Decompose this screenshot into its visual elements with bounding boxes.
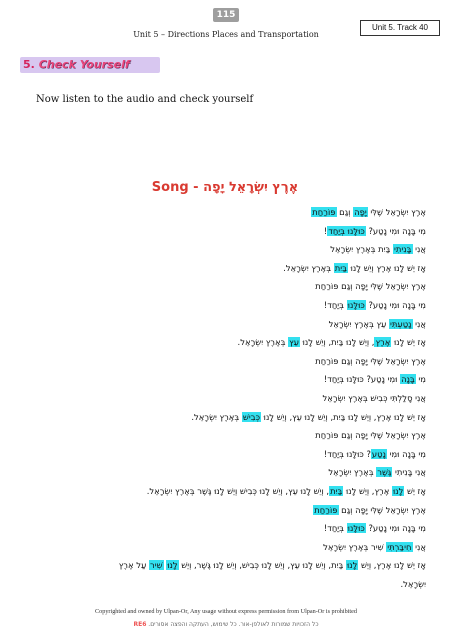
lyric-text: , וְיֵשׁ לָנוּ עֵץ, וְיֵשׁ לָנוּ כְּבִיש… [146,485,330,496]
lyric-text: אֲנִי בָּנִיתִי [392,467,426,478]
lyric-line: אֶרֶץ יִשְׂרָאֵל שֶׁלִּי יָפָה וְגַם פּו… [18,204,426,223]
highlighted-word: יָפָה [353,207,368,217]
lyric-line: יִשְׂרָאֵל. [18,576,426,595]
highlighted-word: אֶרֶץ [374,337,392,348]
highlighted-word: פּוֹרַחַת [311,207,337,217]
lyric-line: אָז יֵשׁ לָנוּ אֶרֶץ, וְיֵשׁ לָנוּ בַּיִ… [18,483,426,502]
lyric-text: וּמִי נָטַע? כּוּלָּנוּ בְּיַחַד! [323,374,401,385]
section-title: Check Yourself [38,58,130,71]
lyric-text: אָז יֵשׁ לָנוּ אֶרֶץ, וְיֵשׁ [358,560,426,571]
highlighted-word: לָנוּ [166,560,179,571]
section-number: 5. [23,58,35,71]
lyric-line: מִי בָּנָה וּמִי נָטַע? כּוּלָּנוּ בְּיַ… [18,520,426,539]
lyric-text: עֵץ בְּאֶרֶץ יִשְׂרָאֵל [328,318,389,329]
highlighted-word: כּוּלָּנוּ [346,523,366,534]
lyric-text: אָז יֵשׁ לָנוּ [391,337,426,348]
lyric-text: מִי [415,374,426,385]
lyric-text: אֲנִי [412,541,426,552]
lyric-text: אֶרֶץ יִשְׂרָאֵל שֶׁלִּי יָפָה וְגַם [338,504,426,515]
lyric-text: מִי בָּנָה וּמִי נָטַע? [365,225,426,236]
highlighted-word: כּוּלָּנוּ בְּיַחַד [327,225,366,236]
lyric-line: אֶרֶץ יִשְׂרָאֵל שֶׁלִּי יָפָה וְגַם פּו… [18,427,426,446]
lyric-line: מִי בָּנָה וּמִי נָטַע? כּוּלָּנוּ בְּיַ… [18,223,426,242]
footer-hebrew-text: כל הזכויות שמורות לאולפן-אור. כל שימוש, … [148,621,319,628]
lyric-line: אֶרֶץ יִשְׂרָאֵל שֶׁלִּי יָפָה וְגַם פּו… [18,278,426,297]
lyric-text: מִי בָּנָה וּמִי נָטַע? [365,299,426,310]
song-lyrics: אֶרֶץ יִשְׂרָאֵל שֶׁלִּי יָפָה וְגַם פּו… [18,204,426,594]
highlighted-word: נָטַעְתִּי [389,318,413,329]
copyright-footer: Copyrighted and owned by Ulpan-Or, Any u… [95,608,357,615]
highlighted-word: שִׁיר [148,560,164,571]
highlighted-word: כְּבִישׁ [241,411,261,422]
lyric-line: אֲנִי נָטַעְתִּי עֵץ בְּאֶרֶץ יִשְׂרָאֵל [18,316,426,335]
lyric-text: אֶרֶץ יִשְׂרָאֵל שֶׁלִּי יָפָה וְגַם פּו… [315,355,426,366]
song-label: Song - [151,180,199,195]
lyric-text: בְּאֶרֶץ יִשְׂרָאֵל [328,467,377,478]
lyric-line: אָז יֵשׁ לָנוּ אֶרֶץ וְיֵשׁ לָנוּ בַּיִת… [18,260,426,279]
lyric-line: אָז יֵשׁ לָנוּ אֶרֶץ, וְיֵשׁ לָנוּ בַּיִ… [18,334,426,353]
lyric-line: אֶרֶץ יִשְׂרָאֵל שֶׁלִּי יָפָה וְגַם פּו… [18,353,426,372]
song-title: Song - אֶרֶץ יִשְׂרָאֵל יָפָה [150,180,300,195]
highlighted-word: לָנוּ [345,560,359,571]
lyric-text: אֲנִי [412,244,426,255]
lyric-text: בַּיִת, וְיֵשׁ לָנוּ עֵץ, וְיֵשׁ לָנוּ כ… [178,560,346,571]
lyric-text: בְּיַחַד! [323,523,347,534]
lyric-text: מִי בָּנָה וּמִי נָטַע? [365,523,426,534]
lyric-text: אֶרֶץ יִשְׂרָאֵל שֶׁלִּי יָפָה וְגַם פּו… [315,281,426,292]
highlighted-word: כּוּלָּנוּ [346,299,366,310]
highlighted-word: לָנוּ [391,485,405,496]
lyric-line: אֲנִי בָּנִיתִי בַּיִת בְּאֶרֶץ יִשְׂרָא… [18,241,426,260]
lyric-text: אָז יֵשׁ לָנוּ אֶרֶץ וְיֵשׁ לָנוּ [347,262,426,273]
highlighted-word: בַּיִת [333,262,348,273]
lyric-line: מִי בָּנָה וּמִי נָטַע? כּוּלָּנוּ בְּיַ… [18,446,426,465]
copyright-footer-hebrew: כל הזכויות שמורות לאולפן-אור. כל שימוש, … [0,621,452,628]
highlighted-word: בַּיִת [329,485,344,496]
lyric-text: יִשְׂרָאֵל. [400,578,426,589]
lyric-line: מִי בָּנָה וּמִי נָטַע? כּוּלָּנוּ בְּיַ… [18,297,426,316]
highlighted-word: פּוֹרַחַת [313,504,339,515]
lyric-line: אֲנִי בָּנִיתִי גֶּשֶׁר בְּאֶרֶץ יִשְׂרָ… [18,464,426,483]
lyric-text: ! [323,225,328,236]
audio-track-label[interactable]: Unit 5. Track 40 [360,20,440,36]
page-number: 115 [213,8,239,22]
instruction-text: Now listen to the audio and check yourse… [36,94,254,105]
lyric-text: בְּאֶרֶץ יִשְׂרָאֵל. [191,411,242,422]
lyric-text: בְּאֶרֶץ יִשְׂרָאֵל. [283,262,334,273]
lyric-text: בְּאֶרֶץ יִשְׂרָאֵל. [237,337,289,348]
lyric-line: אֲנִי חִיבַּרְתִּי שִׁיר בְּאֶרֶץ יִשְׂר… [18,539,426,558]
lyric-text: וְגַם [336,207,354,217]
lyric-text: אֶרֶץ יִשְׂרָאֵל שֶׁלִּי [367,207,426,217]
lyric-line: מִי בָּנָה וּמִי נָטַע? כּוּלָּנוּ בְּיַ… [18,371,426,390]
lyric-text: עַל אֶרֶץ [118,560,149,571]
lyric-text: אֲנִי סָלַלְתִּי כְּבִישׁ בְּאֶרֶץ יִשְׂ… [322,392,426,403]
highlighted-word: בָּנִיתִי [393,244,413,255]
lyric-line: אֲנִי סָלַלְתִּי כְּבִישׁ בְּאֶרֶץ יִשְׂ… [18,390,426,409]
lyric-text: אֶרֶץ, וְיֵשׁ לָנוּ [343,485,392,496]
highlighted-word: גֶּשֶׁר [376,467,393,478]
lyric-line: אֶרֶץ יִשְׂרָאֵל שֶׁלִּי יָפָה וְגַם פּו… [18,502,426,521]
highlighted-word: בָּנָה [400,374,416,385]
section-banner: 5. Check Yourself [20,57,160,73]
song-hebrew-title: אֶרֶץ יִשְׂרָאֵל יָפָה [203,180,299,195]
highlighted-word: עֵץ [288,337,300,348]
lyric-line: אָז יֵשׁ לָנוּ אֶרֶץ, וְיֵשׁ לָנוּ בַּיִ… [18,409,426,428]
unit-header: Unit 5 – Directions Places and Transport… [133,30,319,39]
lyric-text: אָז יֵשׁ לָנוּ אֶרֶץ, וְיֵשׁ לָנוּ בַּיִ… [261,411,426,422]
lyric-text: אֲנִי [412,318,426,329]
lyric-text: אֶרֶץ יִשְׂרָאֵל שֶׁלִּי יָפָה וְגַם פּו… [315,430,426,441]
lyric-text: בְּיַחַד! [323,299,347,310]
lyric-text: בַּיִת בְּאֶרֶץ יִשְׂרָאֵל [330,244,394,255]
lyric-text: אָז יֵשׁ [404,485,426,496]
footer-code: RE6 [133,621,147,628]
lyric-text: מִי בָּנָה וּמִי [386,448,426,459]
highlighted-word: חִיבַּרְתִּי [386,541,413,552]
lyric-line: אָז יֵשׁ לָנוּ אֶרֶץ, וְיֵשׁ לָנוּ בַּיִ… [18,557,426,576]
highlighted-word: נָטַע [370,448,387,459]
lyric-text: שִׁיר בְּאֶרֶץ יִשְׂרָאֵל [323,541,387,552]
lyric-text: , וְיֵשׁ לָנוּ בַּיִת, וְיֵשׁ לָנוּ [299,337,375,348]
lyric-text: ? כּוּלָּנוּ בְּיַחַד! [323,448,371,459]
